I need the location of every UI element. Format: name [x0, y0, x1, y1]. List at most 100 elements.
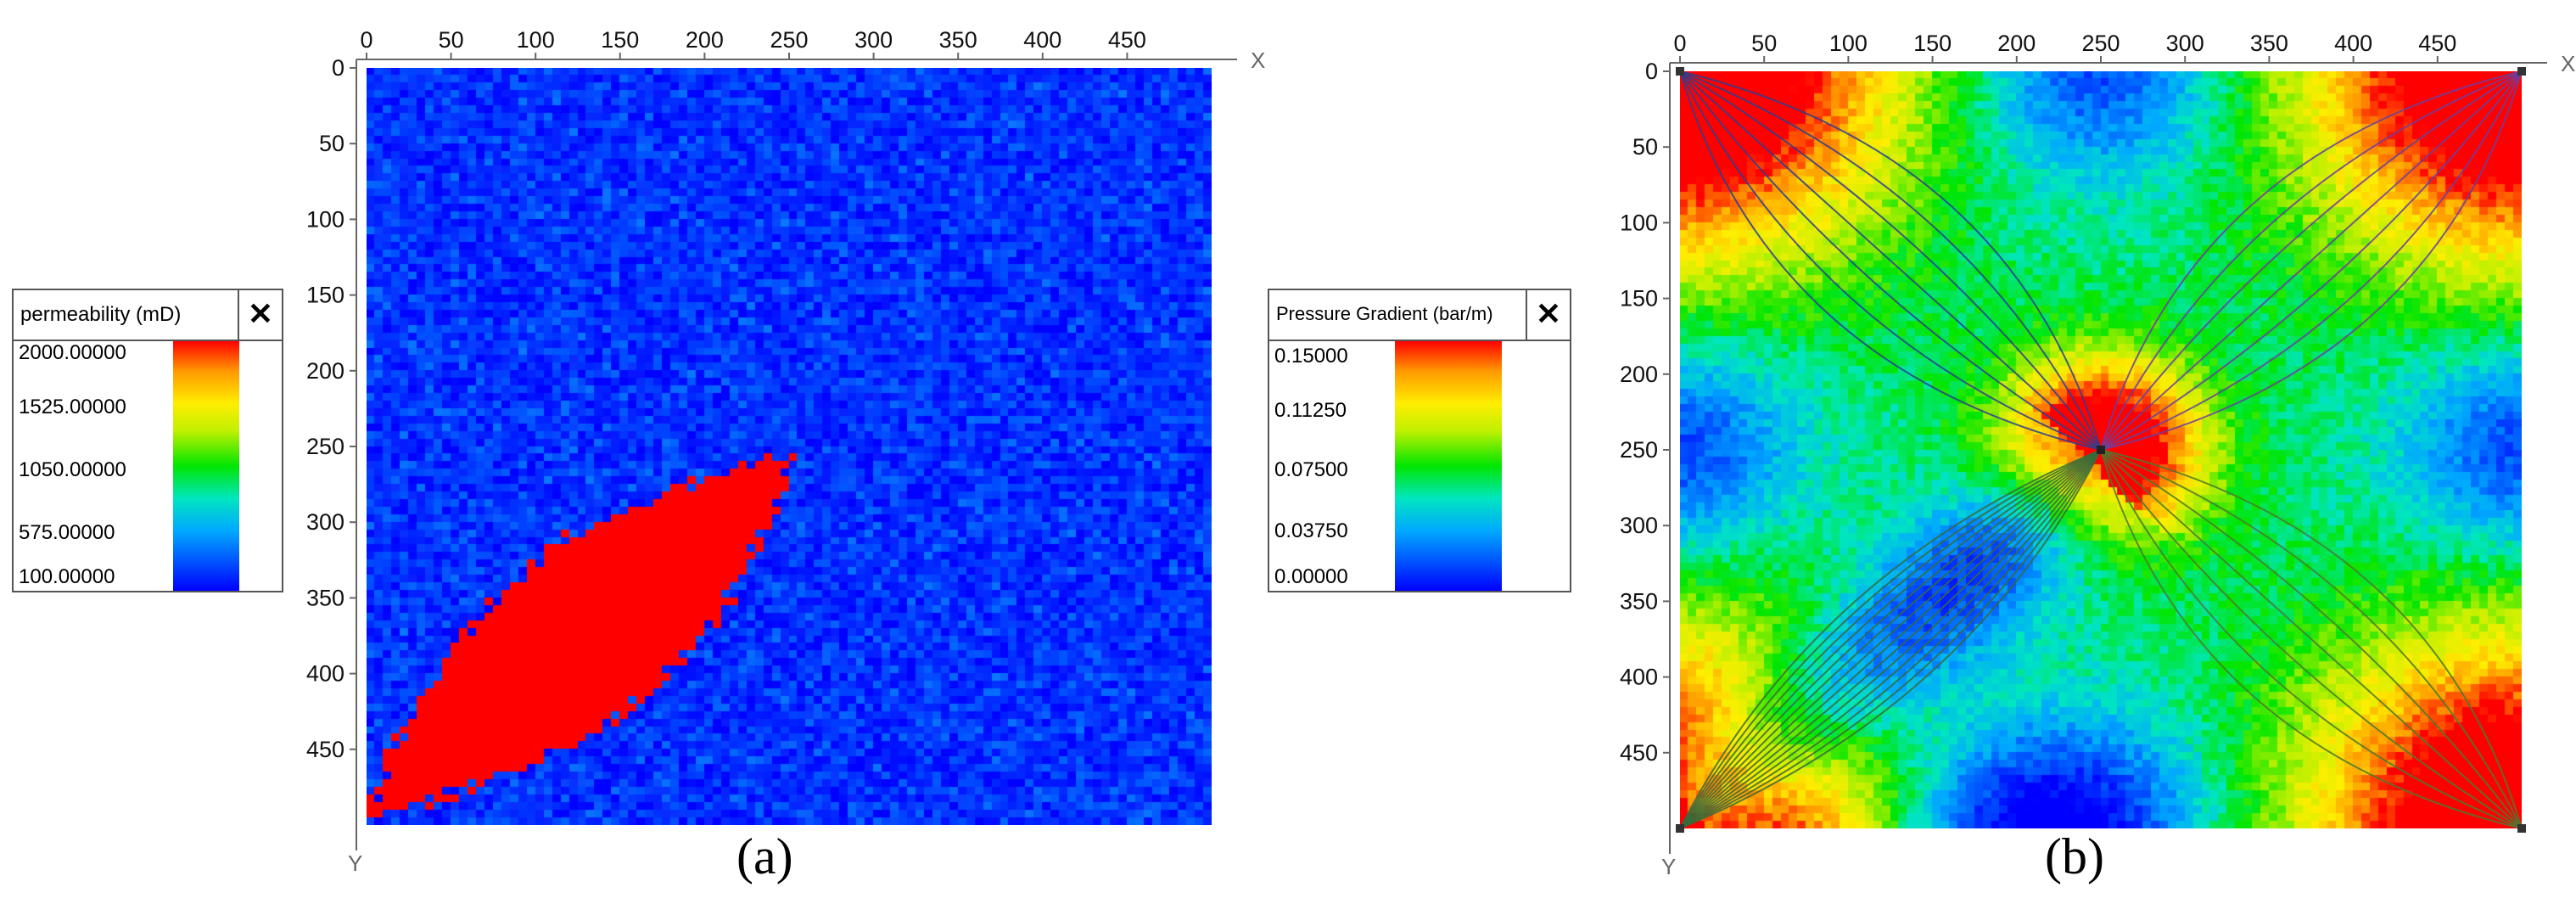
streamline	[1679, 449, 2102, 829]
b-x-tick-label: 400	[2334, 31, 2372, 56]
colorbar-tick: 0.11250	[1274, 399, 1347, 422]
a-x-tick-label: 50	[439, 27, 464, 53]
a-y-tick-label: 300	[306, 509, 344, 535]
streamline	[2100, 449, 2523, 829]
streamline	[2100, 449, 2523, 829]
b-y-tick-label: 200	[1620, 362, 1658, 387]
a-x-tick-label: 200	[686, 27, 724, 53]
b-y-tick-label: 50	[1632, 134, 1658, 160]
injector-well-marker	[2517, 67, 2526, 76]
legend-title: Pressure Gradient (bar/m)	[1276, 303, 1493, 324]
legend-header: Pressure Gradient (bar/m) ✕	[1269, 290, 1570, 341]
a-x-tick-label: 150	[601, 27, 639, 53]
streamline	[1679, 449, 2102, 829]
a-x-tick-label: 300	[854, 27, 893, 53]
a-y-tick-label: 200	[306, 358, 344, 384]
streamline	[2100, 70, 2523, 451]
injector-well-marker	[1676, 824, 1684, 833]
streamline	[2100, 70, 2523, 451]
legend-header: permeability (mD) ✕	[14, 290, 282, 341]
b-y-tick-label: 150	[1620, 286, 1658, 312]
axes-a: 0 50 100 150 200 250 300 350 400 450 0 50 100 150 200 2…	[306, 27, 1265, 876]
b-y-axis-label: Y	[1661, 854, 1676, 879]
streamline	[2100, 70, 2523, 451]
colorbar-tick: 2000.00000	[19, 341, 126, 364]
streamline	[1679, 449, 2102, 829]
streamline	[1679, 449, 2102, 829]
streamline	[1679, 449, 2102, 829]
colorbar-tick: 0.03750	[1274, 519, 1348, 542]
streamline	[1679, 449, 2102, 829]
colorbar-tick: 1525.00000	[19, 396, 126, 418]
pressure-gradient-legend: Pressure Gradient (bar/m) ✕ 0.15000 0.11…	[1268, 289, 1571, 592]
b-y-tick-label: 450	[1620, 740, 1658, 766]
colorbar-tick: 0.00000	[1274, 565, 1348, 588]
a-y-tick-label: 450	[306, 737, 344, 762]
streamline	[2100, 70, 2523, 451]
colorbar	[1395, 341, 1502, 591]
a-y-tick-label: 250	[306, 434, 344, 459]
a-y-tick-label: 350	[306, 585, 344, 610]
streamline	[2100, 449, 2523, 829]
colorbar-tick: 1050.00000	[19, 458, 126, 481]
colorbar-tick: 0.15000	[1274, 345, 1348, 368]
streamline	[1679, 70, 2102, 451]
producer-well-marker	[2097, 446, 2105, 454]
streamline	[2100, 449, 2523, 829]
caption-b: (b)	[2045, 828, 2104, 884]
streamline	[2100, 70, 2523, 451]
streamline	[1679, 449, 2102, 829]
b-x-tick-label: 250	[2081, 31, 2120, 56]
streamline	[1679, 449, 2102, 829]
injector-well-marker	[2517, 824, 2526, 833]
b-x-tick-label: 50	[1751, 31, 1777, 56]
b-x-axis-label: X	[2561, 51, 2575, 76]
a-y-tick-label: 400	[306, 661, 344, 687]
b-y-tick-label: 0	[1645, 59, 1658, 84]
b-x-tick-label: 450	[2418, 31, 2456, 56]
a-x-tick-label: 450	[1108, 27, 1146, 53]
a-y-tick-label: 100	[306, 206, 344, 232]
streamline	[1679, 449, 2102, 829]
streamline	[1679, 70, 2102, 451]
colorbar	[173, 341, 239, 591]
a-x-tick-label: 250	[770, 27, 808, 53]
a-x-tick-label: 350	[939, 27, 977, 53]
close-icon[interactable]: ✕	[1526, 290, 1570, 340]
streamline	[1679, 449, 2102, 829]
streamline	[2100, 449, 2523, 829]
b-x-tick-label: 200	[1997, 31, 2036, 56]
a-x-tick-label: 0	[360, 27, 372, 53]
permeability-canvas	[367, 68, 1212, 825]
b-x-tick-label: 150	[1913, 31, 1952, 56]
a-y-tick-label: 150	[306, 283, 344, 308]
colorbar-tick: 100.00000	[19, 565, 115, 588]
b-x-tick-label: 300	[2166, 31, 2204, 56]
b-y-tick-label: 100	[1620, 210, 1658, 235]
a-x-axis-label: X	[1251, 48, 1265, 73]
permeability-legend: permeability (mD) ✕ 2000.00000 1525.0000…	[12, 289, 283, 592]
streamline	[2100, 70, 2523, 451]
streamline	[2100, 449, 2523, 829]
streamline	[1679, 70, 2102, 451]
close-icon[interactable]: ✕	[238, 290, 282, 340]
streamline	[2100, 70, 2523, 451]
streamline	[1679, 449, 2102, 829]
colorbar-tick: 575.00000	[19, 521, 115, 544]
streamline	[1679, 449, 2102, 829]
streamline	[1679, 449, 2102, 829]
permeability-map	[367, 68, 1212, 825]
a-y-tick-label: 50	[319, 131, 344, 156]
colorbar-tick: 0.07500	[1274, 458, 1348, 481]
b-x-tick-label: 0	[1673, 31, 1686, 56]
streamline	[1679, 70, 2102, 451]
streamline	[1679, 70, 2102, 451]
a-y-tick-label: 0	[332, 55, 344, 81]
injector-well-marker	[1676, 67, 1684, 76]
a-x-tick-label: 400	[1023, 27, 1061, 53]
caption-a: (a)	[736, 828, 793, 884]
b-y-tick-label: 350	[1620, 588, 1658, 614]
b-y-tick-label: 250	[1620, 437, 1658, 463]
b-y-tick-label: 400	[1620, 665, 1658, 690]
